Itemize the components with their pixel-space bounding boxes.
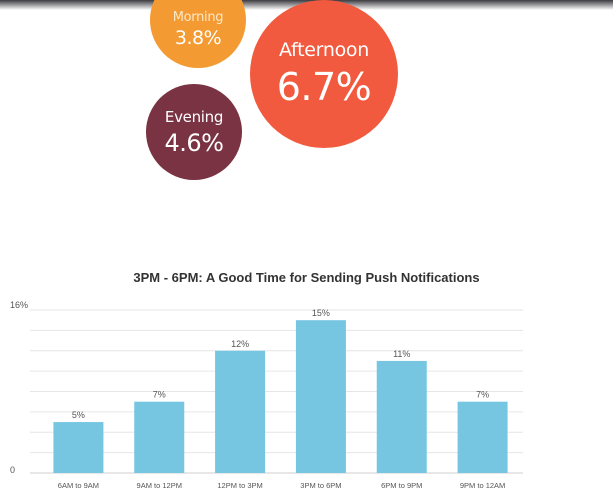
x-tick-label: 12PM to 3PM <box>217 481 262 490</box>
y-tick-label: 16% <box>10 300 28 310</box>
bubble-morning-label: Morning <box>172 9 224 25</box>
bar <box>457 401 508 473</box>
bubble-afternoon: Afternoon 6.7% <box>250 0 398 148</box>
bubble-afternoon-value: 6.7% <box>276 65 372 109</box>
bar <box>295 320 346 473</box>
x-tick-label: 6PM to 9PM <box>381 481 422 490</box>
x-tick-label: 6AM to 9AM <box>58 481 99 490</box>
bar-value-label: 11% <box>393 349 410 359</box>
bubble-evening: Evening 4.6% <box>146 84 242 180</box>
bar-chart: 0 16% 5% 6AM to 9AM 7% 9AM to 12PM 12% 12PM to … <box>10 300 523 490</box>
bubble-evening-value: 4.6% <box>164 128 224 157</box>
bar <box>376 360 427 473</box>
bar-value-label: 7% <box>153 390 166 400</box>
x-tick-label: 9PM to 12AM <box>460 481 505 490</box>
bubble-evening-label: Evening <box>164 107 224 126</box>
bar-value-label: 7% <box>476 390 489 400</box>
y-tick-label: 0 <box>10 465 15 475</box>
bubble-morning: Morning 3.8% <box>150 0 246 68</box>
bar-value-label: 5% <box>72 410 85 420</box>
bar <box>134 401 185 473</box>
bar-value-label: 12% <box>231 339 249 349</box>
bar <box>215 350 266 473</box>
bar-value-label: 15% <box>312 308 330 318</box>
bubble-morning-value: 3.8% <box>174 26 222 49</box>
x-tick-label: 3PM to 6PM <box>300 481 341 490</box>
bar <box>53 422 104 473</box>
x-tick-label: 9AM to 12PM <box>137 481 182 490</box>
chart-title: 3PM - 6PM: A Good Time for Sending Push … <box>133 270 480 285</box>
bubble-afternoon-label: Afternoon <box>279 39 369 61</box>
